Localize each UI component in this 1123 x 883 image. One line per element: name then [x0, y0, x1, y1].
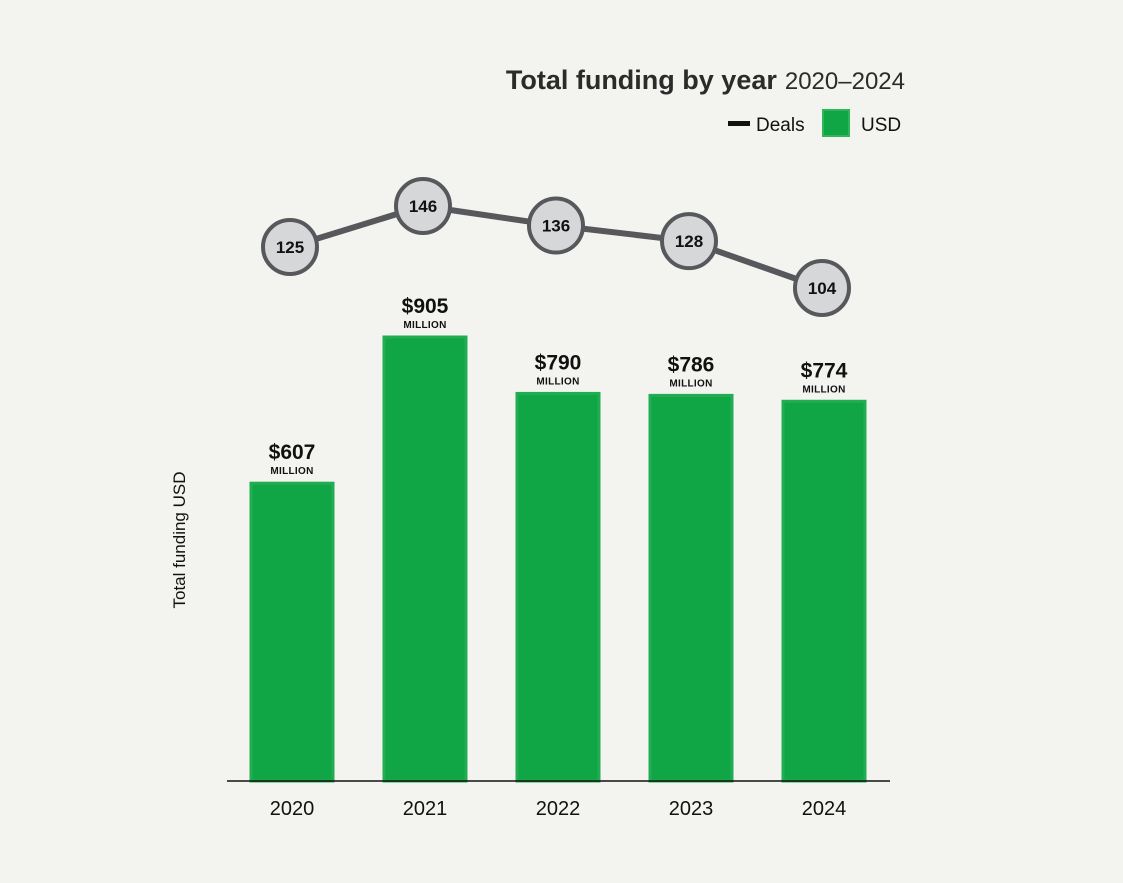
bar-unit-label-2021: MILLION [403, 320, 446, 331]
x-tick-2022: 2022 [536, 798, 581, 820]
bar-value-label-2022: $790 [535, 351, 582, 374]
legend: Deals USD [728, 109, 901, 137]
bar-value-label-2021: $905 [402, 295, 449, 318]
deals-point-2023 [660, 212, 718, 271]
bar-2022 [515, 391, 601, 783]
x-tick-2021: 2021 [403, 798, 448, 820]
bar-unit-label-2020: MILLION [270, 466, 313, 477]
legend-deals-label: Deals [756, 115, 805, 136]
bar-value-label-2020: $607 [269, 441, 316, 464]
deals-value-label-2020: 125 [276, 238, 304, 257]
chart-title: Total funding by year 2020–2024 [506, 65, 905, 95]
legend-deals-swatch [728, 121, 750, 126]
x-tick-2020: 2020 [270, 798, 315, 820]
bar-value-label-2023: $786 [668, 353, 715, 376]
legend-usd-swatch [822, 109, 850, 137]
bar-2021 [382, 335, 468, 783]
y-axis-label: Total funding USD [170, 471, 189, 608]
deals-point-2021 [394, 177, 452, 235]
x-tick-2024: 2024 [802, 798, 847, 820]
deals-value-label-2023: 128 [675, 232, 703, 251]
x-tick-2023: 2023 [669, 798, 714, 820]
bar-2020 [249, 481, 335, 783]
bar-unit-label-2023: MILLION [669, 378, 712, 389]
deals-value-label-2022: 136 [542, 217, 570, 236]
bar-2024 [781, 399, 867, 783]
deals-point-2022 [527, 196, 585, 255]
bar-unit-label-2022: MILLION [536, 376, 579, 387]
title-years: 2020–2024 [785, 68, 905, 95]
bar-2023 [648, 393, 734, 783]
deals-value-label-2021: 146 [409, 197, 437, 216]
title-main: Total funding by year [506, 65, 778, 95]
legend-usd-label: USD [861, 115, 901, 136]
bar-unit-label-2024: MILLION [802, 384, 845, 395]
bar-value-label-2024: $774 [801, 359, 848, 382]
deals-value-label-2024: 104 [808, 279, 837, 298]
deals-point-2020 [261, 217, 319, 276]
deals-point-2024 [793, 258, 851, 317]
